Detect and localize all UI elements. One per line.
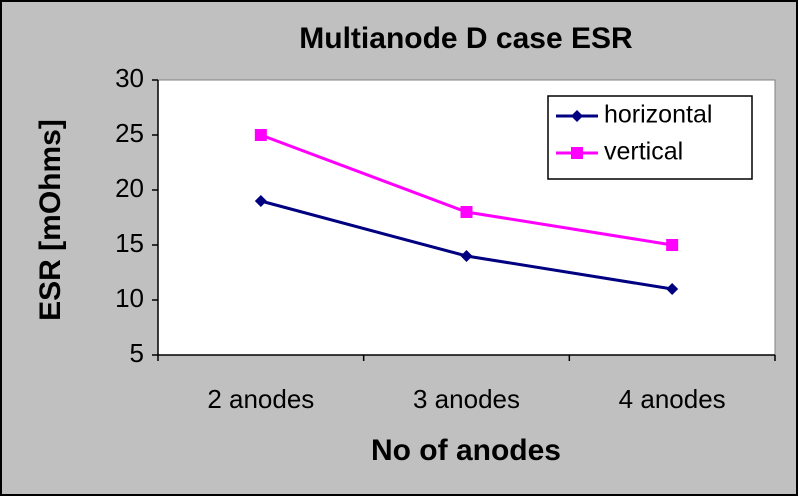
legend-label: horizontal xyxy=(604,101,712,129)
y-tick-label: 25 xyxy=(115,118,144,148)
x-tick-label: 2 anodes xyxy=(207,384,314,414)
y-tick-label: 10 xyxy=(115,283,144,313)
legend-box xyxy=(547,95,753,180)
data-point xyxy=(666,239,679,251)
data-point xyxy=(254,195,267,207)
chart-title: Multianode D case ESR xyxy=(299,22,633,55)
x-tick-label: 3 anodes xyxy=(413,384,520,414)
x-tick-label: 4 anodes xyxy=(619,384,726,414)
legend-label: vertical xyxy=(604,138,683,166)
y-tick-label: 30 xyxy=(115,63,144,93)
legend-marker xyxy=(571,110,583,122)
legend-marker xyxy=(571,147,583,159)
y-tick-label: 5 xyxy=(130,338,144,368)
y-axis-title: ESR [mOhms] xyxy=(34,119,67,321)
y-tick-label: 20 xyxy=(115,173,144,203)
y-tick-label: 15 xyxy=(115,228,144,258)
data-point xyxy=(460,206,473,218)
data-point xyxy=(254,129,267,141)
x-axis-title: No of anodes xyxy=(371,434,561,467)
data-point xyxy=(460,250,473,262)
data-point xyxy=(666,283,679,295)
